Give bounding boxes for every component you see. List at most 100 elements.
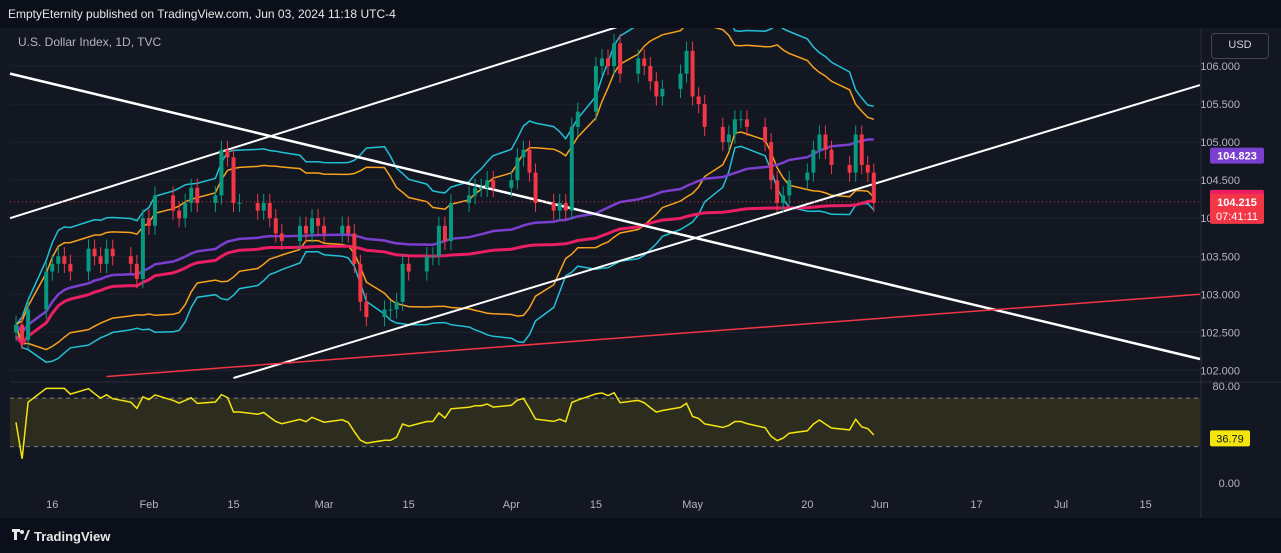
candle-body — [255, 203, 260, 211]
time-tick-label: Feb — [139, 499, 158, 511]
support-line — [106, 293, 1201, 378]
candle-body — [811, 149, 816, 173]
candle-body — [575, 111, 580, 127]
price-chart[interactable]: 106.000105.500105.000104.500104.000103.5… — [0, 28, 1281, 518]
rsi-tick-label: 80.00 — [1212, 381, 1240, 393]
price-tick-label: 105.500 — [1200, 99, 1240, 111]
channel-lower — [233, 84, 1201, 379]
chart-title: U.S. Dollar Index, 1D, TVC — [18, 35, 162, 49]
candle-body — [847, 164, 852, 173]
candle-body — [310, 218, 315, 234]
candle-body — [467, 195, 472, 203]
candle-body — [720, 126, 725, 143]
candle-body — [382, 309, 387, 318]
rsi-line — [15, 387, 875, 459]
candle-body — [279, 233, 284, 242]
candle-body — [273, 218, 278, 234]
candle-body — [865, 164, 870, 173]
candle-body — [660, 88, 665, 97]
candle-body — [593, 66, 598, 112]
price-tick-label: 103.000 — [1200, 289, 1240, 301]
candle-body — [388, 309, 393, 311]
candle-body — [473, 187, 478, 196]
candle-body — [140, 218, 145, 280]
candle-body — [352, 233, 357, 264]
price-axis[interactable]: 106.000105.500105.000104.500104.000103.5… — [1200, 28, 1264, 518]
candle-body — [817, 134, 822, 150]
candle-body — [569, 126, 574, 211]
candle-body — [557, 203, 562, 211]
ma-price-tag-text: 104.823 — [1217, 151, 1257, 163]
candle-body — [485, 180, 490, 188]
time-tick-label: Jul — [1054, 499, 1068, 511]
candle-body — [871, 172, 876, 203]
candle-body — [744, 119, 749, 127]
last-price-tag — [1210, 193, 1264, 224]
candle-body — [26, 309, 31, 340]
price-tick-label: 104.500 — [1200, 175, 1240, 187]
channel-upper — [9, 28, 618, 220]
candle-body — [636, 58, 641, 74]
candlesticks — [14, 34, 876, 350]
time-tick-label: 15 — [590, 499, 602, 511]
candle-body — [68, 263, 73, 272]
rsi-value-tag — [1210, 430, 1250, 447]
candle-body — [648, 66, 653, 82]
candle-body — [805, 172, 810, 181]
candle-body — [406, 263, 411, 272]
candle-body — [128, 256, 133, 264]
candle-body — [98, 256, 103, 264]
trendlines — [9, 28, 1201, 379]
candle-body — [219, 149, 224, 196]
footer — [0, 518, 1281, 553]
currency-button[interactable]: USD — [1211, 33, 1269, 59]
bollinger-lower — [15, 145, 875, 364]
downtrend-line — [9, 72, 1201, 361]
candle-body — [829, 149, 834, 165]
candle-body — [642, 58, 647, 67]
candle-body — [346, 225, 351, 234]
tradingview-brand: TradingView — [34, 529, 111, 544]
candle-body — [225, 149, 230, 158]
candle-body — [189, 187, 194, 203]
rsi-band — [10, 398, 1200, 447]
price-tick-label: 106.000 — [1200, 61, 1240, 73]
time-tick-label: Mar — [315, 499, 334, 511]
candle-body — [738, 119, 743, 121]
candle-body — [316, 218, 321, 226]
candle-body — [213, 195, 218, 203]
candle-body — [436, 225, 441, 257]
candle-body — [62, 256, 67, 264]
candle-body — [775, 180, 780, 203]
price-tick-label: 102.000 — [1200, 365, 1240, 377]
time-tick-label: Jun — [871, 499, 889, 511]
publish-text: EmptyEternity published on TradingView.c… — [8, 7, 396, 21]
candle-body — [340, 225, 345, 234]
candle-body — [859, 134, 864, 165]
candle-body — [527, 149, 532, 173]
time-tick-label: May — [682, 499, 703, 511]
candle-body — [364, 301, 369, 318]
tradingview-logo-icon — [12, 529, 30, 540]
candle-body — [612, 43, 617, 67]
candle-body — [442, 225, 447, 242]
candle-body — [152, 195, 157, 226]
candle-body — [769, 142, 774, 181]
candle-body — [787, 180, 792, 196]
last-price-tag-text: 104.215 — [1217, 197, 1257, 209]
candle-body — [430, 256, 435, 258]
time-tick-label: 16 — [46, 499, 58, 511]
candle-body — [14, 324, 19, 333]
candle-body — [358, 263, 363, 302]
candle-body — [781, 195, 786, 203]
candle-body — [618, 43, 623, 74]
time-axis[interactable]: 16 Feb 15 Mar 15 Apr 15 May 20 Jun 17 Jul 15 — [46, 499, 1152, 511]
moving-average-200 — [14, 199, 875, 347]
candle-body — [424, 256, 429, 272]
candle-body — [104, 248, 109, 264]
candle-body — [696, 96, 701, 105]
candle-body — [177, 210, 182, 219]
time-tick-label: 15 — [1140, 499, 1152, 511]
candle-body — [509, 180, 514, 188]
time-tick-label: Apr — [503, 499, 520, 511]
